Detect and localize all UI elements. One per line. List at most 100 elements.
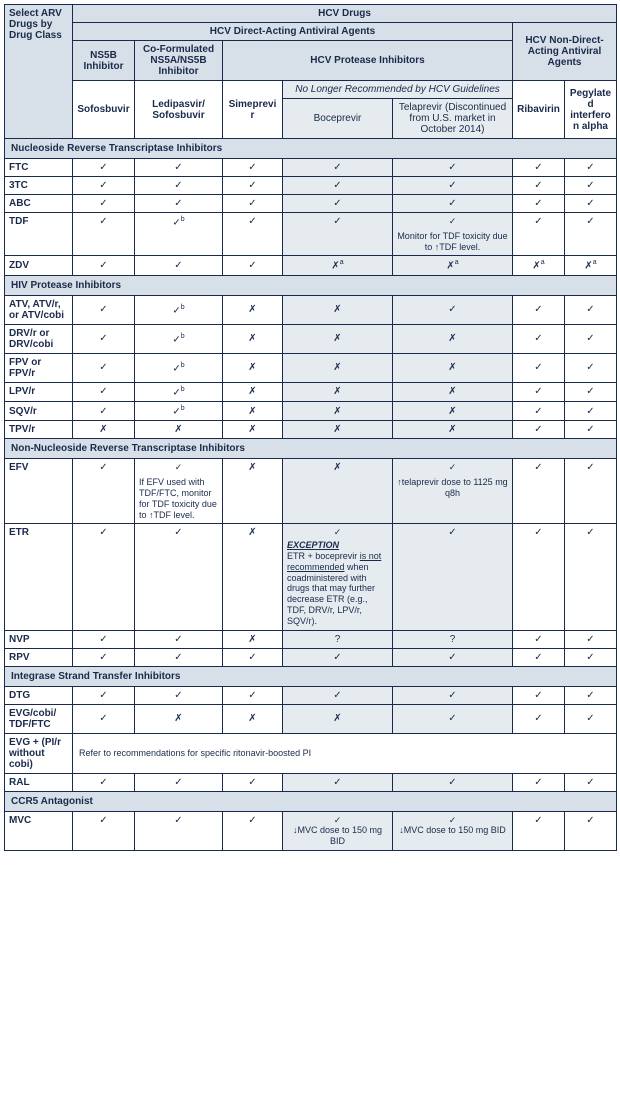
cell: ✓ <box>565 630 617 648</box>
label-tdf: TDF <box>5 213 73 256</box>
cell: ✗ <box>135 704 223 733</box>
cell: ✓ <box>513 295 565 324</box>
row-atv: ATV, ATV/r, or ATV/cobi ✓ ✓b ✗ ✗ ✓ ✓ ✓ <box>5 295 617 324</box>
cell: ✓ <box>223 256 283 275</box>
row-drv: DRV/r or DRV/cobi ✓ ✓b ✗ ✗ ✗ ✓ ✓ <box>5 324 617 353</box>
cell-evg-pi-note: Refer to recommendations for specific ri… <box>73 733 617 773</box>
cell: ✓ <box>393 648 513 666</box>
cell: ✓ <box>513 382 565 401</box>
cell: ✗ <box>73 421 135 439</box>
cell: ✓ <box>393 686 513 704</box>
col-peg-ifn: Pegylated interferon alpha <box>565 81 617 139</box>
cell: ✗a <box>565 256 617 275</box>
cell: ✗a <box>393 256 513 275</box>
label-etr: ETR <box>5 524 73 630</box>
cell: ✓ <box>565 811 617 850</box>
cell: ✓ <box>513 811 565 850</box>
cell: ✓ <box>135 195 223 213</box>
row-rpv: RPV ✓ ✓ ✓ ✓ ✓ ✓ ✓ <box>5 648 617 666</box>
label-evg-pi: EVG + (PI/r without cobi) <box>5 733 73 773</box>
cell: ✓b <box>135 295 223 324</box>
cell: ✗ <box>223 324 283 353</box>
cell: ✓ <box>73 324 135 353</box>
label-mvc: MVC <box>5 811 73 850</box>
label-efv: EFV <box>5 459 73 524</box>
cell: ✓ <box>135 648 223 666</box>
drug-interaction-table: Select ARV Drugs by Drug Class HCV Drugs… <box>4 4 617 851</box>
cell-efv-tela: ✓↑telaprevir dose to 1125 mg q8h <box>393 459 513 524</box>
cell: ✓ <box>73 177 135 195</box>
label-zdv: ZDV <box>5 256 73 275</box>
cell: ✗ <box>223 421 283 439</box>
cell: ✓ <box>513 773 565 791</box>
cell: ✗ <box>283 295 393 324</box>
header-protease: HCV Protease Inhibitors <box>223 41 513 81</box>
cell: ✓ <box>393 773 513 791</box>
cell: ✗ <box>393 421 513 439</box>
cell: ✗ <box>283 324 393 353</box>
cell: ✗ <box>223 402 283 421</box>
label-dtg: DTG <box>5 686 73 704</box>
col-sofosbuvir: Sofosbuvir <box>73 81 135 139</box>
section-hiv-pi: HIV Protease Inhibitors <box>5 275 617 295</box>
cell: ✓ <box>73 195 135 213</box>
cell: ✓ <box>565 524 617 630</box>
row-tdf: TDF ✓ ✓b ✓ ✓ ✓Monitor for TDF toxicity d… <box>5 213 617 256</box>
section-insti: Integrase Strand Transfer Inhibitors <box>5 666 617 686</box>
cell: ✓ <box>393 195 513 213</box>
cell: ✗a <box>283 256 393 275</box>
cell: ✓ <box>283 195 393 213</box>
cell: ✓b <box>135 324 223 353</box>
cell: ✓ <box>223 686 283 704</box>
cell: ✓b <box>135 213 223 256</box>
cell: ✓ <box>73 459 135 524</box>
cell: ✓ <box>393 704 513 733</box>
col-simeprevir: Simeprevir <box>223 81 283 139</box>
row-zdv: ZDV ✓ ✓ ✓ ✗a ✗a ✗a ✗a <box>5 256 617 275</box>
row-ftc: FTC ✓ ✓ ✓ ✓ ✓ ✓ ✓ <box>5 159 617 177</box>
label-abc: ABC <box>5 195 73 213</box>
cell: ✓ <box>513 459 565 524</box>
cell: ✓ <box>393 295 513 324</box>
cell: ✓ <box>513 704 565 733</box>
cell: ✗ <box>223 382 283 401</box>
cell: ✓ <box>513 353 565 382</box>
cell: ? <box>283 630 393 648</box>
cell: ✓ <box>223 159 283 177</box>
cell: ✓ <box>135 630 223 648</box>
cell: ✓ <box>565 177 617 195</box>
cell: ✓ <box>565 773 617 791</box>
cell: ✓ <box>513 630 565 648</box>
cell: ✓ <box>513 195 565 213</box>
row-etr: ETR ✓ ✓ ✗ ✓ EXCEPTION ETR + boceprevir i… <box>5 524 617 630</box>
cell: ✗ <box>283 402 393 421</box>
cell: ✓ <box>565 402 617 421</box>
row-3tc: 3TC ✓ ✓ ✓ ✓ ✓ ✓ ✓ <box>5 177 617 195</box>
label-ral: RAL <box>5 773 73 791</box>
cell: ✓ <box>565 213 617 256</box>
cell: ✓ <box>565 159 617 177</box>
cell: ✗ <box>223 459 283 524</box>
cell: ✗ <box>135 421 223 439</box>
row-nvp: NVP ✓ ✓ ✗ ? ? ✓ ✓ <box>5 630 617 648</box>
label-tpv: TPV/r <box>5 421 73 439</box>
cell-mvc-note: ✓↓MVC dose to 150 mg BID <box>393 811 513 850</box>
cell: ✓ <box>393 159 513 177</box>
cell: ✓ <box>73 213 135 256</box>
label-evg-cobi: EVG/cobi/ TDF/FTC <box>5 704 73 733</box>
cell: ✓ <box>513 324 565 353</box>
cell: ✓ <box>565 353 617 382</box>
cell: ✓b <box>135 382 223 401</box>
cell: ✗ <box>283 459 393 524</box>
cell: ✓ <box>283 159 393 177</box>
cell: ✗ <box>283 704 393 733</box>
cell: ✓ <box>393 524 513 630</box>
label-drv: DRV/r or DRV/cobi <box>5 324 73 353</box>
col-ribavirin: Ribavirin <box>513 81 565 139</box>
cell: ✗ <box>283 353 393 382</box>
section-nrti: Nucleoside Reverse Transcriptase Inhibit… <box>5 139 617 159</box>
cell: ✓ <box>73 811 135 850</box>
row-ral: RAL ✓ ✓ ✓ ✓ ✓ ✓ ✓ <box>5 773 617 791</box>
cell: ✓ <box>73 686 135 704</box>
cell: ✓ <box>565 324 617 353</box>
